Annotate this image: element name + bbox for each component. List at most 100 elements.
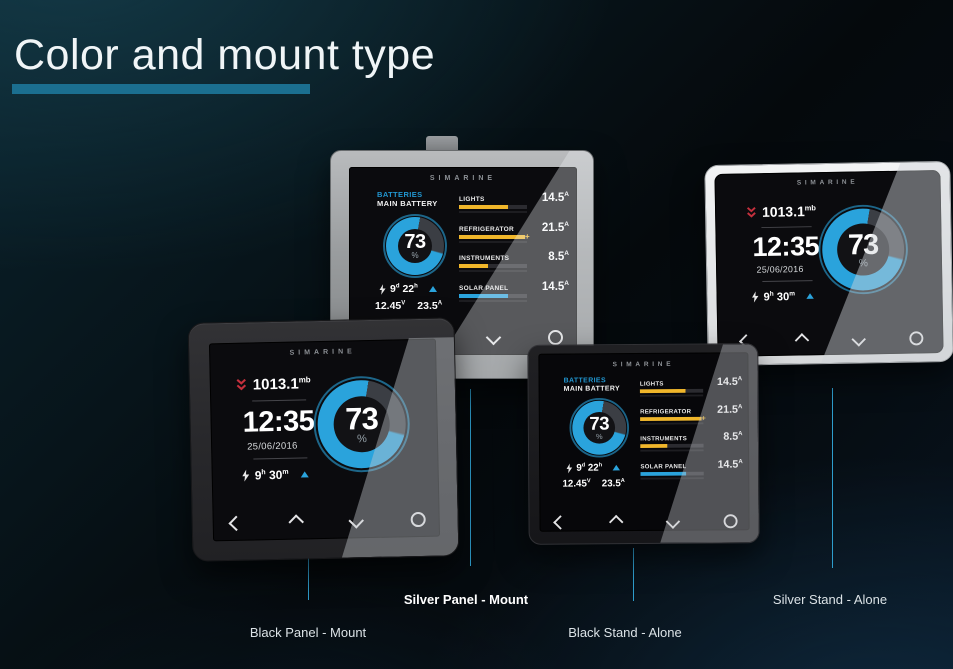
channel-bar [640, 471, 704, 476]
circle-icon[interactable] [723, 513, 738, 528]
channel-list: LIGHTS 14.5A REFRIGERATOR 21.5A + INSTRU… [640, 374, 743, 484]
channel-row: REFRIGERATOR 21.5A + [459, 220, 569, 243]
clock-time: 12:35 [242, 405, 315, 439]
label-silver-stand-alone: Silver Stand - Alone [772, 592, 888, 607]
gauge-value: 73 [404, 230, 426, 253]
battery-gauge: 73 % [383, 214, 447, 278]
nav-button-row [738, 329, 924, 349]
chevron-up-icon[interactable] [609, 514, 624, 529]
percent-gauge: 73 % [821, 207, 905, 292]
channel-row: SOLAR PANEL 14.5A [640, 456, 743, 484]
overflow-marker: + [701, 413, 706, 422]
lightning-bolt-icon [379, 283, 386, 295]
title-underline [12, 84, 310, 94]
gauge-ring-inner: 73 % [390, 221, 440, 271]
nav-button-row [364, 328, 563, 346]
channel-bar [459, 205, 527, 209]
triangle-up-icon [300, 471, 309, 478]
overflow-marker: + [525, 231, 530, 241]
gauge-ring-inner: 73 % [575, 404, 623, 452]
label-silver-panel-mount: Silver Panel - Mount [403, 592, 529, 607]
lightning-bolt-icon [752, 291, 759, 303]
runtime-row: 9d 22h [566, 462, 620, 474]
device-black-panel-mount: SIMARINE 1013.1mb 12:35 25/06/2016 9h 30… [187, 317, 460, 562]
screen-title: BATTERIES [563, 375, 606, 385]
triangle-up-icon [806, 293, 814, 299]
device-screen: SIMARINE 1013.1mb 12:35 25/06/2016 9h 30… [208, 338, 441, 542]
pressure-readout: 1013.1mb [746, 204, 816, 221]
percent-gauge: 73 % [316, 379, 407, 470]
gauge-unit: % [858, 257, 869, 269]
brand-logo: SIMARINE [289, 348, 356, 357]
channel-row: REFRIGERATOR 21.5A + [640, 401, 742, 429]
nav-button-row [228, 510, 426, 532]
device-screen: SIMARINE 1013.1mb 12:35 25/06/2016 9h 30… [714, 170, 944, 357]
runtime-row: 9d 22h [379, 283, 437, 295]
chevron-double-down-icon [236, 378, 247, 391]
battery-stats: 12.45V 23.5A [375, 300, 443, 312]
divider [762, 280, 813, 282]
connector-silver-panel [470, 389, 471, 566]
channel-bar [640, 443, 704, 448]
divider [252, 399, 307, 402]
connector-black-stand [633, 548, 634, 601]
brand-logo: SIMARINE [796, 178, 859, 187]
circle-icon[interactable] [410, 511, 426, 527]
channel-row: LIGHTS 14.5A [640, 374, 742, 402]
screen-title: BATTERIES [377, 190, 423, 199]
chevron-up-icon[interactable] [288, 513, 304, 530]
brand-logo: SIMARINE [429, 175, 497, 182]
channel-bar [459, 264, 527, 268]
label-black-panel-mount: Black Panel - Mount [249, 625, 367, 640]
channel-list: LIGHTS 14.5A REFRIGERATOR 21.5A + INSTRU… [459, 189, 569, 307]
gauge-unit: % [595, 431, 603, 441]
chevron-up-icon[interactable] [795, 332, 810, 348]
chevron-down-icon[interactable] [485, 329, 501, 345]
gauge-value: 73 [847, 227, 879, 261]
channel-row: LIGHTS 14.5A [459, 189, 569, 219]
chevron-left-icon[interactable] [228, 515, 245, 531]
circle-icon[interactable] [547, 329, 563, 345]
connector-black-panel [308, 558, 309, 600]
device-black-stand-alone: SIMARINE BATTERIES MAIN BATTERY 73 % 9d … [527, 343, 760, 545]
label-black-stand-alone: Black Stand - Alone [568, 625, 682, 640]
page-title: Color and mount type [14, 30, 436, 79]
channel-bar [639, 388, 704, 394]
runtime-row: 9h 30m [242, 467, 309, 482]
channel-row: SOLAR PANEL 14.5A [459, 278, 569, 308]
channel-row: INSTRUMENTS 8.5A [640, 429, 743, 457]
lightning-bolt-icon [242, 469, 250, 482]
channel-bar: + [640, 413, 706, 422]
clock-date: 25/06/2016 [247, 440, 298, 453]
gauge-value: 73 [589, 413, 610, 434]
screen-subtitle: MAIN BATTERY [563, 383, 621, 393]
chevron-left-icon[interactable] [553, 514, 568, 530]
chevron-down-icon[interactable] [665, 513, 680, 529]
lightning-bolt-icon [566, 463, 573, 473]
connector-silver-stand [832, 388, 833, 568]
gauge-value: 73 [344, 400, 379, 437]
divider [761, 226, 812, 229]
device-screen: SIMARINE BATTERIES MAIN BATTERY 73 % 9d … [349, 167, 577, 355]
triangle-up-icon [428, 286, 437, 292]
clock-date: 25/06/2016 [756, 264, 804, 276]
battery-gauge: 73 % [572, 400, 627, 455]
device-silver-stand-alone: SIMARINE 1013.1mb 12:35 25/06/2016 9h 30… [704, 160, 953, 367]
pressure-readout: 1013.1mb [236, 375, 311, 394]
runtime-row: 9h 30m [751, 289, 814, 303]
divider [253, 457, 308, 460]
clock-time: 12:35 [752, 231, 820, 263]
nav-button-row [553, 512, 738, 530]
brand-logo: SIMARINE [612, 361, 675, 369]
channel-bar: + [459, 231, 530, 241]
channel-bar [459, 293, 527, 298]
battery-stats: 12.45V 23.5A [562, 477, 625, 490]
chevron-double-down-icon [746, 206, 756, 218]
channel-row: INSTRUMENTS 8.5A [459, 248, 569, 278]
device-screen: SIMARINE BATTERIES MAIN BATTERY 73 % 9d … [538, 352, 750, 532]
chevron-down-icon[interactable] [851, 331, 866, 347]
chevron-down-icon[interactable] [348, 512, 364, 529]
gauge-unit: % [411, 250, 419, 260]
triangle-up-icon [612, 464, 620, 471]
circle-icon[interactable] [909, 330, 924, 345]
